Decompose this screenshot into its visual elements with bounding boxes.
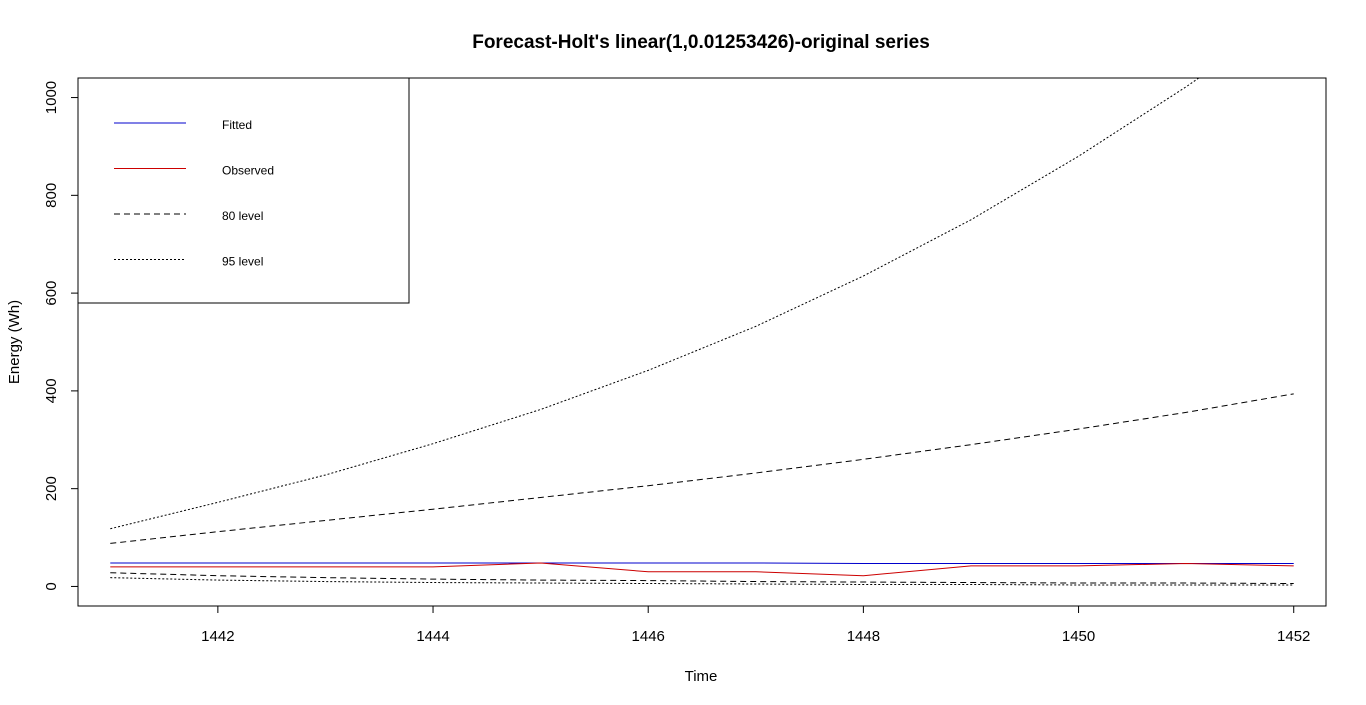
series-80-level-upper-line	[110, 393, 1294, 544]
y-axis: 0 200 400 600 800 1000	[43, 81, 79, 591]
x-axis: 1442 1444 1446 1448 1450 1452	[201, 605, 1310, 645]
series-observed-line	[110, 562, 1294, 577]
y-tick-label: 800	[43, 183, 60, 208]
legend-label: 80 level	[222, 209, 263, 223]
x-tick-label: 1452	[1277, 628, 1310, 645]
y-tick-label: 1000	[43, 81, 60, 114]
series-95-level-lower-line	[110, 577, 1294, 586]
y-tick-label: 0	[43, 582, 60, 590]
x-tick-label: 1450	[1062, 628, 1095, 645]
legend-label: 95 level	[222, 255, 263, 269]
series-lines	[110, 78, 1294, 586]
x-axis-label: Time	[685, 668, 718, 685]
legend-box	[77, 77, 410, 304]
chart-title: Forecast-Holt's linear(1,0.01253426)-ori…	[472, 32, 930, 53]
y-axis-label: Energy (Wh)	[6, 300, 23, 384]
x-tick-label: 1448	[847, 628, 880, 645]
x-tick-label: 1444	[416, 628, 449, 645]
series-80-level-lower-line	[110, 572, 1294, 585]
legend-label: Observed	[222, 164, 274, 178]
legend: Fitted Observed 80 level 95 level	[77, 77, 410, 304]
x-tick-label: 1446	[632, 628, 665, 645]
x-tick-label: 1442	[201, 628, 234, 645]
y-tick-label: 600	[43, 281, 60, 306]
y-tick-label: 400	[43, 378, 60, 403]
y-tick-label: 200	[43, 476, 60, 501]
legend-label: Fitted	[222, 118, 252, 132]
